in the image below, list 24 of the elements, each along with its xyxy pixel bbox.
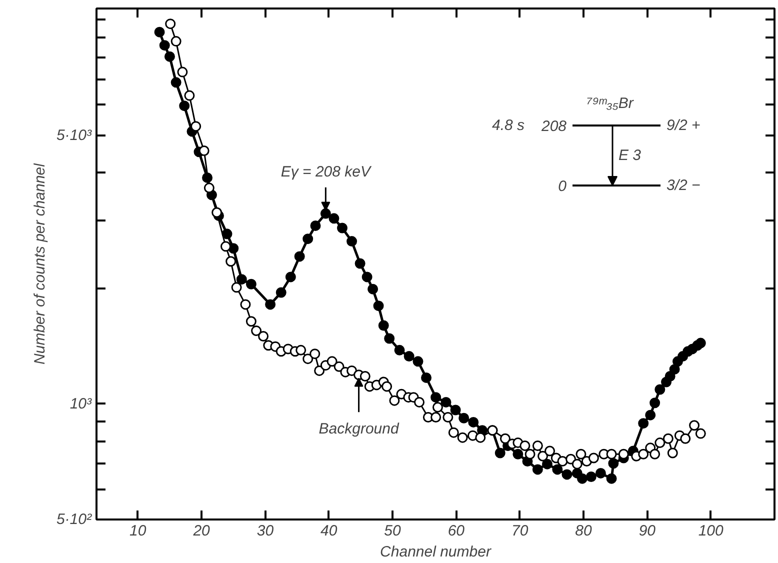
x-tick-label: 70 [512, 522, 529, 540]
x-tick-label: 60 [448, 522, 466, 540]
annotation: ⁷⁹ᵐ₃₅Br [586, 95, 634, 112]
y-tick-label: 10³ [70, 395, 93, 412]
annotation: 4.8 s [492, 117, 525, 134]
annotation: 0 [558, 178, 568, 195]
x-tick-label: 80 [575, 522, 593, 540]
x-tick-label: 100 [698, 522, 724, 540]
x-tick-label: 40 [320, 522, 338, 540]
annotation: Eγ = 208 keV [280, 163, 372, 180]
y-tick-label: 5·10³ [56, 126, 93, 144]
annotation: 9/2 + [666, 117, 701, 134]
y-axis-title: Number of counts per channel [31, 162, 48, 364]
x-tick-label: 50 [384, 522, 402, 540]
y-tick-label: 5·10² [56, 511, 93, 528]
x-tick-label: 90 [638, 522, 656, 540]
x-tick-label: 10 [130, 522, 147, 540]
annotation: 3/2 − [666, 177, 701, 194]
x-axis-title: Channel number [380, 544, 492, 560]
x-tick-label: 20 [192, 522, 211, 540]
annotation: E 3 [618, 147, 642, 164]
x-tick-label: 30 [256, 522, 274, 540]
annotation: Background [318, 420, 400, 438]
annotation: 208 [540, 118, 568, 135]
